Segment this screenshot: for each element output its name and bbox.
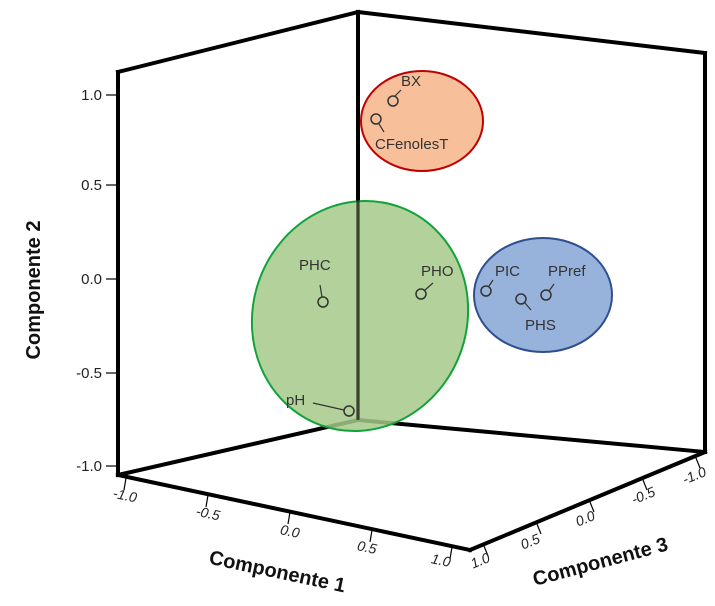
- point-label: PHS: [525, 317, 556, 334]
- data-points: BX CFenolesT PHC PHO pH P: [286, 73, 586, 417]
- point-marker: [370, 113, 382, 125]
- group-ellipse-orange: [360, 70, 484, 172]
- point-stem: [378, 123, 385, 133]
- cube-frame: [115, 9, 708, 553]
- x-axis-ticks: -1.0 -0.5 0.0 0.5 1.0: [112, 477, 453, 570]
- x-tick: [369, 529, 373, 543]
- z-tick: [589, 501, 595, 513]
- z-axis-line: [467, 449, 708, 553]
- x-tick: [287, 511, 291, 525]
- y-tick-label: 1.0: [81, 87, 102, 104]
- point-phc: PHC: [299, 257, 331, 308]
- point-label: PHO: [421, 263, 454, 280]
- point-stem: [424, 282, 434, 291]
- point-marker: [387, 95, 399, 107]
- point-stem: [524, 302, 532, 311]
- x-tick-label: -1.0: [112, 485, 139, 506]
- point-marker: [540, 289, 552, 301]
- x-tick: [205, 494, 209, 508]
- point-stem: [319, 284, 323, 298]
- point-pho: PHO: [415, 263, 454, 300]
- z-axis-title: Componente 3: [531, 534, 671, 591]
- group-ellipse-green: [250, 200, 470, 432]
- left-top-edge: [115, 9, 361, 75]
- point-pic: PIC: [480, 263, 520, 297]
- point-label: pH: [286, 392, 305, 409]
- point-marker: [415, 288, 427, 300]
- point-stem: [394, 89, 402, 97]
- y-axis-ticks: 1.0 0.5 0.0 -0.5 -1.0: [76, 87, 118, 475]
- z-tick-label: 1.0: [468, 549, 492, 571]
- point-label: PHC: [299, 257, 331, 274]
- z-tick: [536, 523, 542, 535]
- x-tick-label: 0.0: [279, 521, 302, 541]
- back-bottom-edge: [355, 417, 708, 455]
- point-label: BX: [401, 73, 421, 90]
- z-tick-label: -0.5: [629, 483, 658, 507]
- y-tick-label: -1.0: [76, 458, 102, 475]
- point-marker: [480, 285, 492, 297]
- point-stem: [548, 283, 555, 292]
- point-marker: [317, 296, 329, 308]
- point-bx: BX: [387, 73, 421, 107]
- point-marker: [515, 293, 527, 305]
- y-tick-label: 0.0: [81, 271, 102, 288]
- z-tick-label: -1.0: [680, 463, 709, 487]
- point-label: CFenolesT: [375, 136, 448, 153]
- x-tick-label: -0.5: [195, 503, 222, 524]
- y-axis-title: Componente 2: [23, 221, 45, 360]
- x-axis-title: Componente 1: [207, 547, 347, 597]
- x-tick: [123, 477, 127, 491]
- z-tick-label: 0.0: [573, 507, 597, 529]
- x-tick-label: 0.5: [356, 537, 379, 557]
- group-ellipses: [250, 70, 613, 432]
- x-tick-label: 1.0: [430, 550, 453, 570]
- point-stem: [488, 279, 494, 287]
- point-stem: [312, 402, 345, 411]
- y-tick-label: -0.5: [76, 365, 102, 382]
- z-tick-label: 0.5: [518, 530, 542, 552]
- z-tick: [483, 545, 489, 557]
- x-tick: [449, 546, 453, 560]
- point-phs: PHS: [515, 293, 556, 334]
- point-label: PIC: [495, 263, 520, 280]
- point-cfenolest: CFenolesT: [370, 113, 448, 153]
- z-axis-ticks: 1.0 0.5 0.0 -0.5 -1.0: [468, 457, 709, 571]
- point-ppref: PPref: [540, 263, 586, 301]
- point-ph: pH: [286, 392, 355, 417]
- x-axis-line: [115, 472, 473, 553]
- point-label: PPref: [548, 263, 586, 280]
- left-bottom-edge: [115, 417, 361, 478]
- z-tick: [642, 479, 648, 491]
- group-ellipse-blue: [473, 237, 613, 353]
- point-marker: [343, 405, 355, 417]
- y-tick-label: 0.5: [81, 177, 102, 194]
- z-tick: [695, 457, 701, 469]
- back-top-edge: [355, 9, 708, 56]
